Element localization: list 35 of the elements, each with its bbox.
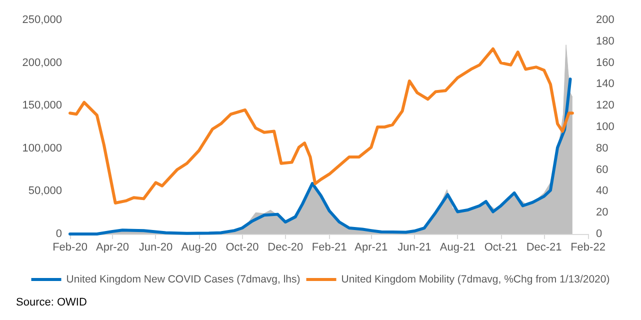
y2-tick-label: 160	[596, 56, 614, 69]
y2-tick-label: 140	[596, 78, 614, 90]
legend-label: United Kingdom New COVID Cases (7dmavg, lhs)	[66, 274, 300, 286]
y2-tick-label: 60	[596, 164, 608, 176]
y2-tick-label: 20	[596, 206, 608, 219]
x-tick-label: Feb-20	[52, 242, 88, 254]
source-note: Source: OWID	[16, 296, 87, 308]
line-series	[68, 78, 572, 236]
y-tick-label: 50,000	[28, 185, 62, 198]
x-tick-label: Jun-21	[398, 242, 432, 254]
x-tick-label: Aug-20	[181, 242, 217, 254]
x-tick-label: Jun-20	[138, 242, 173, 254]
x-tick-label: Dec-21	[526, 242, 562, 254]
y2-tick-label: 100	[596, 121, 614, 133]
y-tick-label: 250,000	[22, 14, 62, 26]
x-tick-label: Apr-21	[354, 242, 388, 254]
x-tick-label: Feb-22	[570, 242, 606, 254]
legend-label: United Kingdom Mobility (7dmavg, %Chg from 1/13/2020)	[341, 274, 610, 286]
x-tick-label: Aug-21	[440, 242, 476, 254]
y-tick-label: 0	[56, 228, 62, 240]
x-tick-label: Dec-20	[268, 242, 304, 254]
y2-tick-label: 40	[596, 185, 608, 198]
y-tick-label: 150,000	[22, 100, 62, 112]
y2-tick-label: 120	[596, 100, 614, 112]
x-tick-label: Apr-20	[96, 242, 130, 254]
y2-tick-label: 0	[596, 228, 602, 240]
y2-tick-label: 180	[596, 35, 614, 48]
x-tick-label: Oct-20	[226, 242, 259, 254]
x-tick-label: Oct-21	[484, 242, 518, 254]
y2-tick-label: 80	[596, 142, 608, 154]
line-series	[68, 47, 574, 204]
x-tick-label: Feb-21	[312, 242, 347, 254]
y2-tick-label: 200	[596, 14, 614, 26]
y-tick-label: 100,000	[22, 142, 62, 154]
y-tick-label: 200,000	[22, 56, 62, 69]
